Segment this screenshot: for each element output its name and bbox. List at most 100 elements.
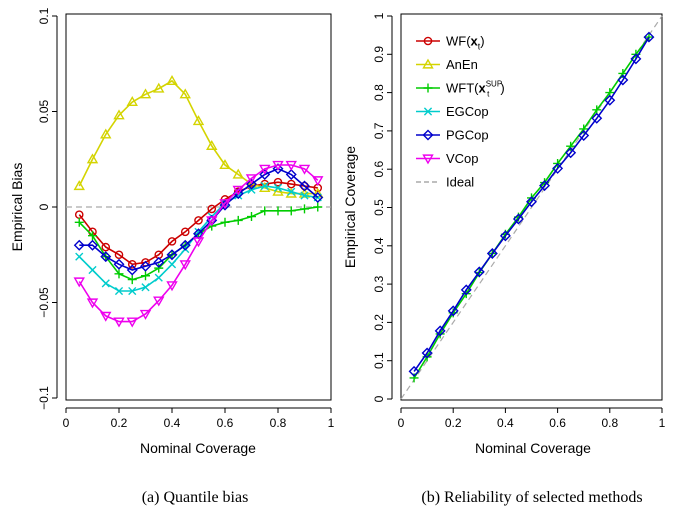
data-point-pgcop [630,53,642,65]
panel-a-x-ticks: 0 0.2 0.4 0.6 0.8 1 [63,407,335,430]
data-point-pgcop [460,284,472,296]
data-point-wft [260,206,270,216]
data-point-anen [219,159,231,170]
data-point-egcop [167,260,177,269]
series-pgcop [408,31,655,377]
data-point-pgcop [272,163,284,175]
caption-a: (a) Quantile bias [142,489,249,506]
data-point-wf [167,237,177,246]
data-point-anen [86,153,99,164]
legend-item-anen: AnEn [416,57,478,72]
series-line-wft [78,206,318,281]
series-anen [73,75,324,198]
data-point-pgcop [591,112,603,124]
data-point-egcop [247,185,256,194]
series-wft [74,202,323,285]
panel-b-series [408,31,655,383]
data-point-vcop [113,317,125,328]
y-tick-label: 1 [372,12,386,19]
data-point-wf [273,177,283,187]
data-point-vcop [126,317,138,328]
y-tick-label: 0.6 [372,161,386,178]
data-point-wf [286,179,296,189]
data-point-vcop [153,296,165,307]
data-point-wf [114,250,124,260]
legend-item-pgcop: PGCop [416,128,489,143]
y-tick-label: 0.4 [372,237,386,254]
series-line-pgcop [413,36,650,372]
series-vcop [73,160,324,328]
data-point-egcop [114,286,124,296]
panel-b-frame [400,13,663,401]
data-point-egcop [300,191,309,200]
data-point-anen [139,88,152,99]
data-point-vcop [86,298,99,309]
data-point-pgcop [486,247,498,259]
y-tick-label: −0.05 [37,287,51,318]
data-point-pgcop [246,178,257,190]
data-point-wft [644,32,654,42]
data-point-wft [273,206,283,216]
legend-item-egcop: EGCop [416,104,489,119]
legend-label: VCop [446,151,479,166]
data-point-egcop [75,252,84,261]
data-point-anen [206,139,218,150]
data-point-pgcop [312,191,324,203]
data-point-pgcop [285,169,297,181]
panel-a-y-axis-label: Empirical Bias [9,163,25,252]
panel-a-quantile-bias: 0 0.2 0.4 0.6 0.8 1 −0.1 −0.05 0 0.05 0.1 Nominal… [9,7,335,456]
x-tick-label: 0.6 [217,416,234,430]
x-tick-label: 0.8 [601,416,618,430]
data-point-pgcop [604,94,616,106]
data-point-wft [233,215,243,225]
data-point-pgcop [447,305,459,317]
data-point-vcop [179,260,191,271]
panel-b-x-axis-label: Nominal Coverage [475,440,591,456]
legend-marker [422,129,434,141]
legend-label: EGCop [446,104,489,119]
series-line-wf [78,181,318,266]
data-point-pgcop [259,169,271,181]
legend-marker [423,107,433,116]
data-point-pgcop [87,239,98,251]
panel-b-y-ticks: 0 0.1 0.2 0.3 0.4 0.5 0.6 0.7 0.8 0.9 1 [372,12,393,402]
data-point-wf [127,259,137,269]
data-point-vcop [139,309,152,320]
data-point-vcop [206,216,218,227]
x-tick-label: 0.4 [497,416,514,430]
panel-b-legend: WF(xt) AnEn WFT(xSUP t) EGCop PGCop VCop Ideal [416,34,505,190]
data-point-anen [73,180,85,191]
legend-label: Ideal [446,175,474,190]
data-point-wft [247,212,256,222]
data-point-wf [194,216,203,225]
data-point-anen [232,168,244,179]
legend-label: WFT(xSUP t) [446,80,505,99]
data-point-anen [100,128,112,139]
data-point-vcop [259,164,271,175]
data-point-wft [409,373,419,383]
data-point-anen [272,185,284,196]
data-point-wft [114,269,124,279]
x-tick-label: 0 [398,416,405,430]
data-point-wft [154,263,164,273]
legend-item-wftx: WFT(xSUP t) [416,80,505,99]
data-point-egcop [128,286,137,296]
data-point-pgcop [578,130,590,141]
data-point-anen [245,178,258,189]
y-tick-label: −0.1 [37,386,51,410]
legend-marker [422,58,434,69]
data-point-egcop [287,187,296,196]
data-point-pgcop [179,239,191,251]
x-tick-label: 0.2 [445,416,462,430]
data-point-vcop [298,164,311,175]
legend-label: AnEn [446,57,478,72]
data-point-egcop [260,181,269,191]
legend-marker [422,154,434,165]
data-point-anen [126,96,138,107]
data-point-vcop [285,160,297,171]
y-tick-label: 0.8 [372,84,386,101]
data-point-pgcop [73,239,85,251]
data-point-vcop [73,277,85,288]
legend-item-ideal: Ideal [416,175,474,190]
